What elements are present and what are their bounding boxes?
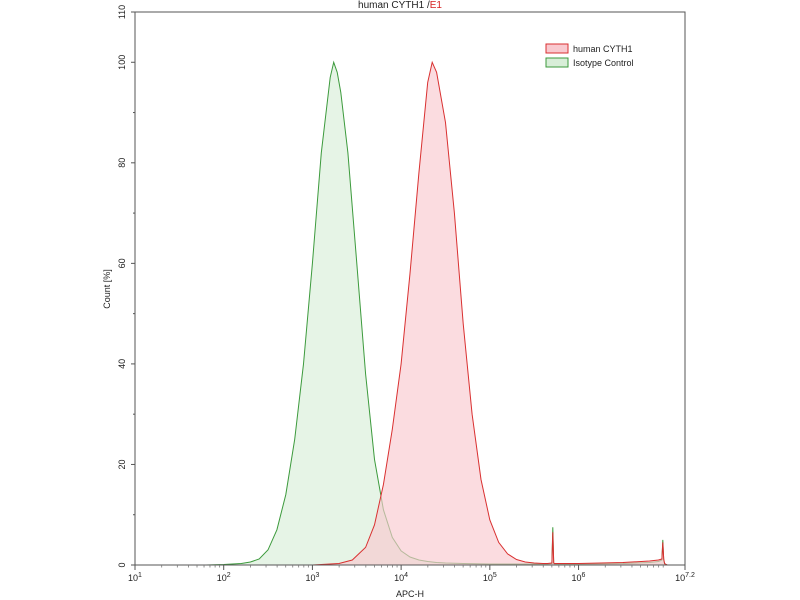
series-area-isotype-control [205, 62, 668, 566]
chart-title-gate: E1 [429, 0, 442, 11]
y-tick-label: 20 [117, 459, 127, 469]
chart-title: human CYTH1 /E1 [0, 0, 800, 12]
legend-label-human-cyth1: human CYTH1 [573, 44, 633, 54]
plot-frame [134, 11, 686, 566]
x-tick-label: 107.2 [675, 572, 695, 583]
y-tick-label: 110 [117, 5, 127, 19]
chart-title-separator: / [426, 0, 430, 11]
x-tick-label: 105 [483, 572, 497, 583]
chart-title-text: human CYTH1 [358, 0, 425, 11]
y-tick-label: 100 [117, 55, 127, 70]
y-axis: 0 20 40 60 80 100 110 [117, 5, 135, 568]
legend: human CYTH1 Isotype Control [545, 43, 634, 68]
y-tick-label: 60 [117, 258, 127, 268]
y-tick-label: 0 [117, 562, 127, 567]
series-layer [205, 60, 668, 566]
x-tick-label: 104 [394, 572, 408, 583]
x-tick-label: 101 [128, 572, 142, 583]
x-axis-label: APC-H [396, 589, 424, 599]
y-tick-label: 80 [117, 158, 127, 168]
x-tick-label: 106 [572, 572, 586, 583]
x-axis: 101 102 103 104 105 106 107.2 [128, 565, 695, 583]
legend-swatch-human-cyth1 [545, 43, 569, 54]
x-tick-label: 103 [305, 572, 319, 583]
legend-label-isotype-control: Isotype Control [573, 58, 634, 68]
legend-swatch-isotype-control [545, 57, 569, 68]
y-tick-label: 40 [117, 359, 127, 369]
series-area-human-cyth1 [312, 62, 668, 566]
x-tick-label: 102 [217, 572, 231, 583]
series-line-human-cyth1 [312, 60, 668, 566]
y-axis-label: Count [%] [102, 269, 112, 309]
